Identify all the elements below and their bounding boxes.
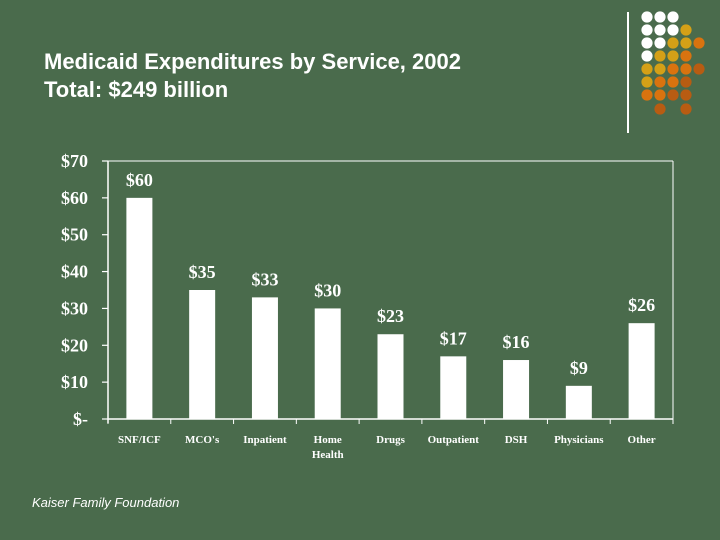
x-tick-label: Home: [314, 434, 342, 446]
bar: [628, 323, 655, 419]
decorative-dot: [667, 50, 679, 62]
decorative-dot: [654, 37, 666, 49]
bar: [314, 308, 341, 419]
data-label: $30: [314, 280, 341, 300]
title-line-2: Total: $249 billion: [44, 77, 229, 102]
y-axis-ticks: $- $10 $20 $30 $40 $50 $60 $70: [61, 151, 108, 429]
chart-bars: [126, 197, 655, 419]
y-tick-label: $-: [73, 409, 88, 429]
decorative-dot: [641, 63, 653, 75]
bar: [189, 290, 216, 419]
decorative-dot: [667, 89, 679, 101]
data-label: $23: [377, 306, 404, 326]
y-tick-label: $10: [61, 372, 88, 392]
y-tick-label: $50: [61, 225, 88, 245]
decorative-dot: [680, 103, 692, 115]
x-tick-label: Other: [628, 434, 656, 446]
x-tick-label: DSH: [505, 434, 528, 446]
data-label: $26: [628, 295, 655, 315]
bar: [503, 360, 530, 419]
decorative-dot: [654, 89, 666, 101]
decorative-dot: [693, 37, 705, 49]
title-divider-line: [627, 12, 629, 133]
decorative-dot: [641, 24, 653, 36]
decorative-dot: [654, 11, 666, 23]
x-tick-label: Health: [312, 449, 344, 461]
data-label: $9: [570, 358, 588, 378]
y-tick-label: $30: [61, 298, 88, 318]
decorative-dot: [641, 11, 653, 23]
decorative-dot: [641, 37, 653, 49]
x-tick-label: Drugs: [376, 434, 405, 446]
data-labels: $60 $35 $33 $30 $23 $17 $16 $9 $26: [126, 170, 655, 378]
decorative-dot: [680, 37, 692, 49]
decorative-dot: [667, 63, 679, 75]
decorative-dot: [654, 50, 666, 62]
data-label: $60: [126, 170, 153, 190]
decorative-dot: [693, 63, 705, 75]
bar-chart: $-$10$20$30$40$50$60$70 $60$35 $33$30$23$…: [61, 151, 674, 461]
title-line-1: Medicaid Expenditures by Service, 2002: [44, 49, 461, 74]
decorative-dot: [680, 50, 692, 62]
y-tick-label: $70: [61, 151, 88, 171]
bar: [440, 356, 467, 419]
slide-title: Medicaid Expenditures by Service, 2002 T…: [44, 48, 461, 104]
x-axis-labels: SNF/ICF MCO's Inpatient Home Health Drugs Outp…: [118, 434, 656, 461]
bar: [565, 385, 592, 419]
decorative-dot: [654, 63, 666, 75]
decorative-dot: [680, 89, 692, 101]
decorative-dot: [641, 89, 653, 101]
data-label: $35: [189, 262, 216, 282]
x-tick-label: SNF/ICF: [118, 434, 161, 446]
x-tick-label: Outpatient: [428, 434, 480, 446]
source-credit: Kaiser Family Foundation: [32, 495, 180, 510]
decorative-dot: [654, 76, 666, 88]
decorative-dot: [680, 76, 692, 88]
x-tick-label: Physicians: [554, 434, 604, 446]
data-label: $16: [503, 332, 530, 352]
decorative-dot: [680, 63, 692, 75]
x-tick-label: Inpatient: [243, 434, 287, 446]
bar: [126, 197, 153, 419]
y-tick-label: $40: [61, 262, 88, 282]
data-label: $17: [440, 328, 467, 348]
x-tick-label: MCO's: [185, 434, 220, 446]
dot-grid-decoration: [641, 11, 705, 115]
decorative-dot: [680, 24, 692, 36]
bar: [377, 334, 404, 419]
decorative-dot: [667, 24, 679, 36]
decorative-dot: [667, 11, 679, 23]
data-label: $33: [251, 269, 278, 289]
decorative-dot: [641, 50, 653, 62]
decorative-dot: [667, 37, 679, 49]
decorative-dot: [654, 24, 666, 36]
decorative-dot: [641, 76, 653, 88]
decorative-dot: [667, 76, 679, 88]
y-tick-label: $20: [61, 335, 88, 355]
y-tick-label: $60: [61, 188, 88, 208]
decorative-dot: [654, 103, 666, 115]
bar: [251, 297, 278, 419]
